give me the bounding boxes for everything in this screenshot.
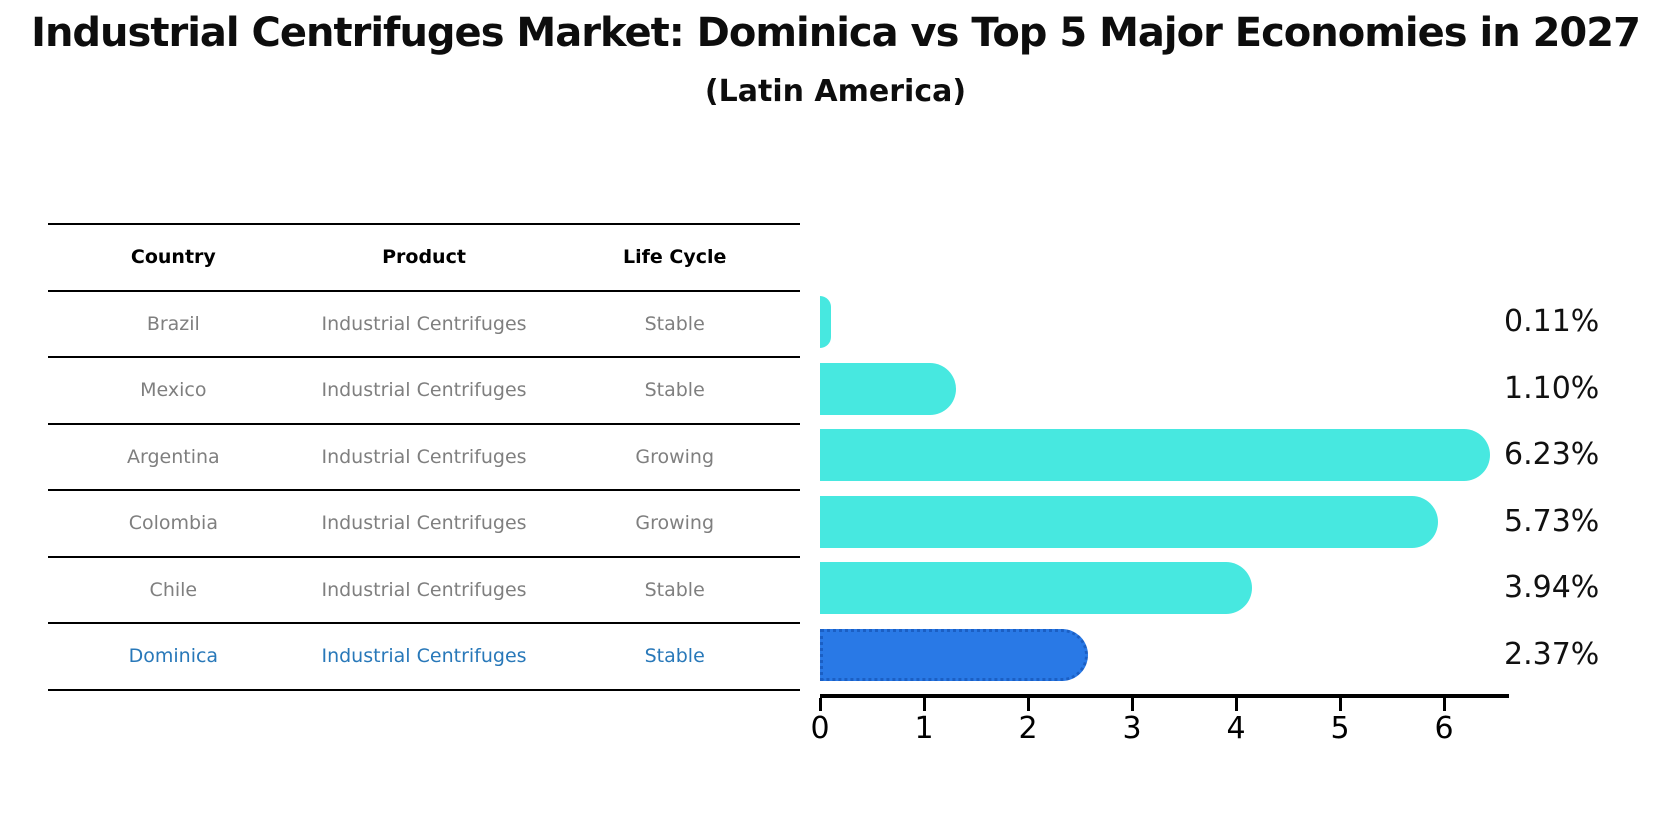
bar-dominica — [820, 628, 1089, 681]
table-row: Mexico Industrial Centrifuges Stable — [48, 358, 800, 425]
table-cell-life-cycle: Stable — [644, 312, 705, 335]
x-axis-tick — [819, 698, 822, 711]
bar-value-label: 3.94% — [1504, 570, 1600, 605]
table-cell-life-cycle: Stable — [644, 645, 705, 668]
table-row: Colombia Industrial Centrifuges Growing — [48, 491, 800, 558]
bar-mexico — [820, 362, 957, 415]
table-cell-product: Industrial Centrifuges — [321, 312, 527, 335]
bar-plot: 0.11% 1.10% 6.23% 5.73% 3.94% 2.37% 0 1 2 3 4 5 6 — [810, 280, 1599, 746]
x-axis-tick-label: 2 — [1018, 711, 1038, 746]
table-cell-country: Brazil — [146, 312, 200, 335]
bar-value-label: 6.23% — [1504, 437, 1600, 472]
bar-value-label: 2.37% — [1504, 636, 1600, 672]
x-axis-tick-label: 0 — [810, 711, 830, 746]
bar-value-label: 0.11% — [1504, 304, 1600, 339]
table-cell-life-cycle: Stable — [644, 578, 705, 601]
header-cell-life-cycle: Life Cycle — [622, 246, 727, 269]
x-axis-tick-label: 1 — [914, 711, 934, 746]
x-axis-tick — [1443, 698, 1446, 711]
x-axis-tick-label: 3 — [1122, 711, 1142, 746]
x-axis-tick-label: 6 — [1434, 711, 1454, 746]
bar-argentina — [820, 429, 1490, 481]
table-cell-life-cycle: Stable — [644, 379, 705, 402]
table-cell-product: Industrial Centrifuges — [321, 445, 527, 468]
bar-value-label: 5.73% — [1504, 503, 1600, 539]
table-cell-product: Industrial Centrifuges — [321, 645, 527, 668]
x-axis-tick — [1131, 698, 1134, 711]
table-cell-life-cycle: Growing — [635, 445, 715, 468]
table-row: Dominica Industrial Centrifuges Stable — [48, 624, 800, 691]
country-table: Country Product Life Cycle Brazil Industr… — [48, 223, 800, 691]
table-cell-country: Chile — [149, 578, 198, 601]
table-cell-product: Industrial Centrifuges — [321, 578, 527, 601]
x-axis-tick — [1027, 698, 1030, 711]
table-cell-product: Industrial Centrifuges — [321, 379, 527, 402]
x-axis-tick-label: 5 — [1330, 711, 1350, 746]
x-axis-line — [820, 694, 1509, 698]
table-rows: Brazil Industrial Centrifuges Stable Mexico… — [48, 292, 800, 691]
table-cell-country: Mexico — [140, 379, 207, 402]
table-row: Argentina Industrial Centrifuges Growing — [48, 425, 800, 491]
table-row: Brazil Industrial Centrifuges Stable — [48, 292, 800, 358]
bar-colombia — [820, 495, 1438, 548]
table-cell-life-cycle: Growing — [635, 512, 715, 535]
x-axis-tick — [1235, 698, 1238, 711]
x-axis-tick-label: 4 — [1226, 711, 1246, 746]
x-axis-tick — [923, 698, 926, 711]
chart-subtitle: (Latin America) — [704, 74, 967, 109]
bar-chile — [820, 562, 1252, 614]
header-cell-product: Product — [382, 246, 466, 269]
x-axis-tick — [1339, 698, 1342, 711]
chart-title: Industrial Centrifuges Market: Dominica … — [31, 10, 1641, 56]
table-header-row: Country Product Life Cycle — [48, 225, 800, 292]
table-cell-country: Argentina — [126, 445, 220, 468]
header-cell-country: Country — [130, 246, 216, 269]
table-cell-country: Dominica — [128, 645, 219, 668]
table-cell-product: Industrial Centrifuges — [321, 512, 527, 535]
bar-brazil — [820, 296, 832, 348]
bar-value-label: 1.10% — [1504, 370, 1600, 406]
table-cell-country: Colombia — [128, 512, 218, 535]
table-row: Chile Industrial Centrifuges Stable — [48, 558, 800, 624]
